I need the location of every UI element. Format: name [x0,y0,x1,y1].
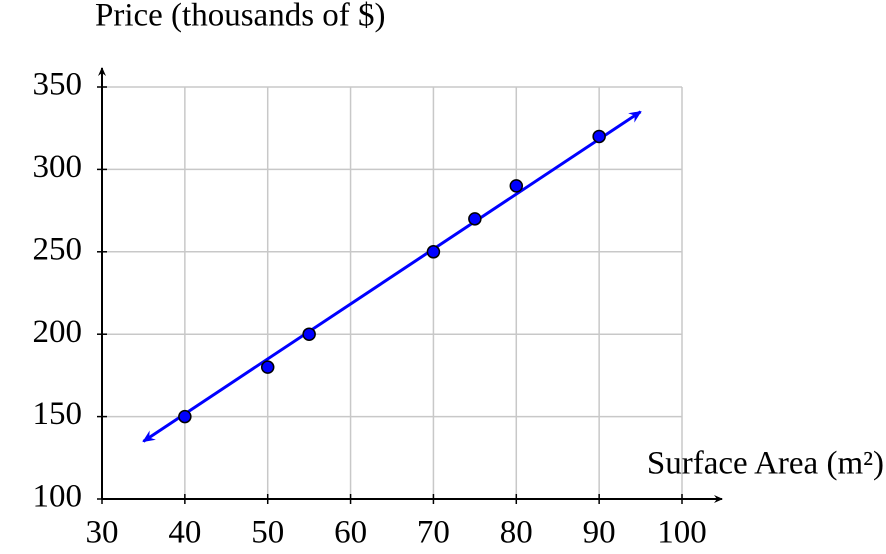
point [468,212,482,226]
point [260,360,275,374]
y-axis-label: Price (thousands of $) [95,0,386,34]
x-tick-label: 70 [417,515,450,551]
x-tick-label: 100 [657,515,707,551]
x-tick-label: 80 [500,515,533,551]
trend-line [142,110,642,443]
x-tick-label: 50 [251,515,284,551]
x-tick-label: 40 [168,515,201,551]
y-tick-label: 250 [33,231,83,267]
grid [101,86,683,500]
y-tick-label: 150 [33,396,83,432]
x-tick-label: 30 [86,515,119,551]
point [592,129,606,144]
y-tick-label: 350 [33,67,83,103]
y-tick-label: 200 [33,314,83,350]
point [509,179,524,193]
y-tick-label: 300 [33,149,83,185]
point [302,327,316,341]
x-axis-label: Surface Area (m²) [647,446,884,482]
x-tick-label: 60 [334,515,367,551]
y-tick-label: 100 [33,479,83,515]
point [426,245,441,259]
point [178,409,192,424]
x-tick-label: 90 [583,515,616,551]
